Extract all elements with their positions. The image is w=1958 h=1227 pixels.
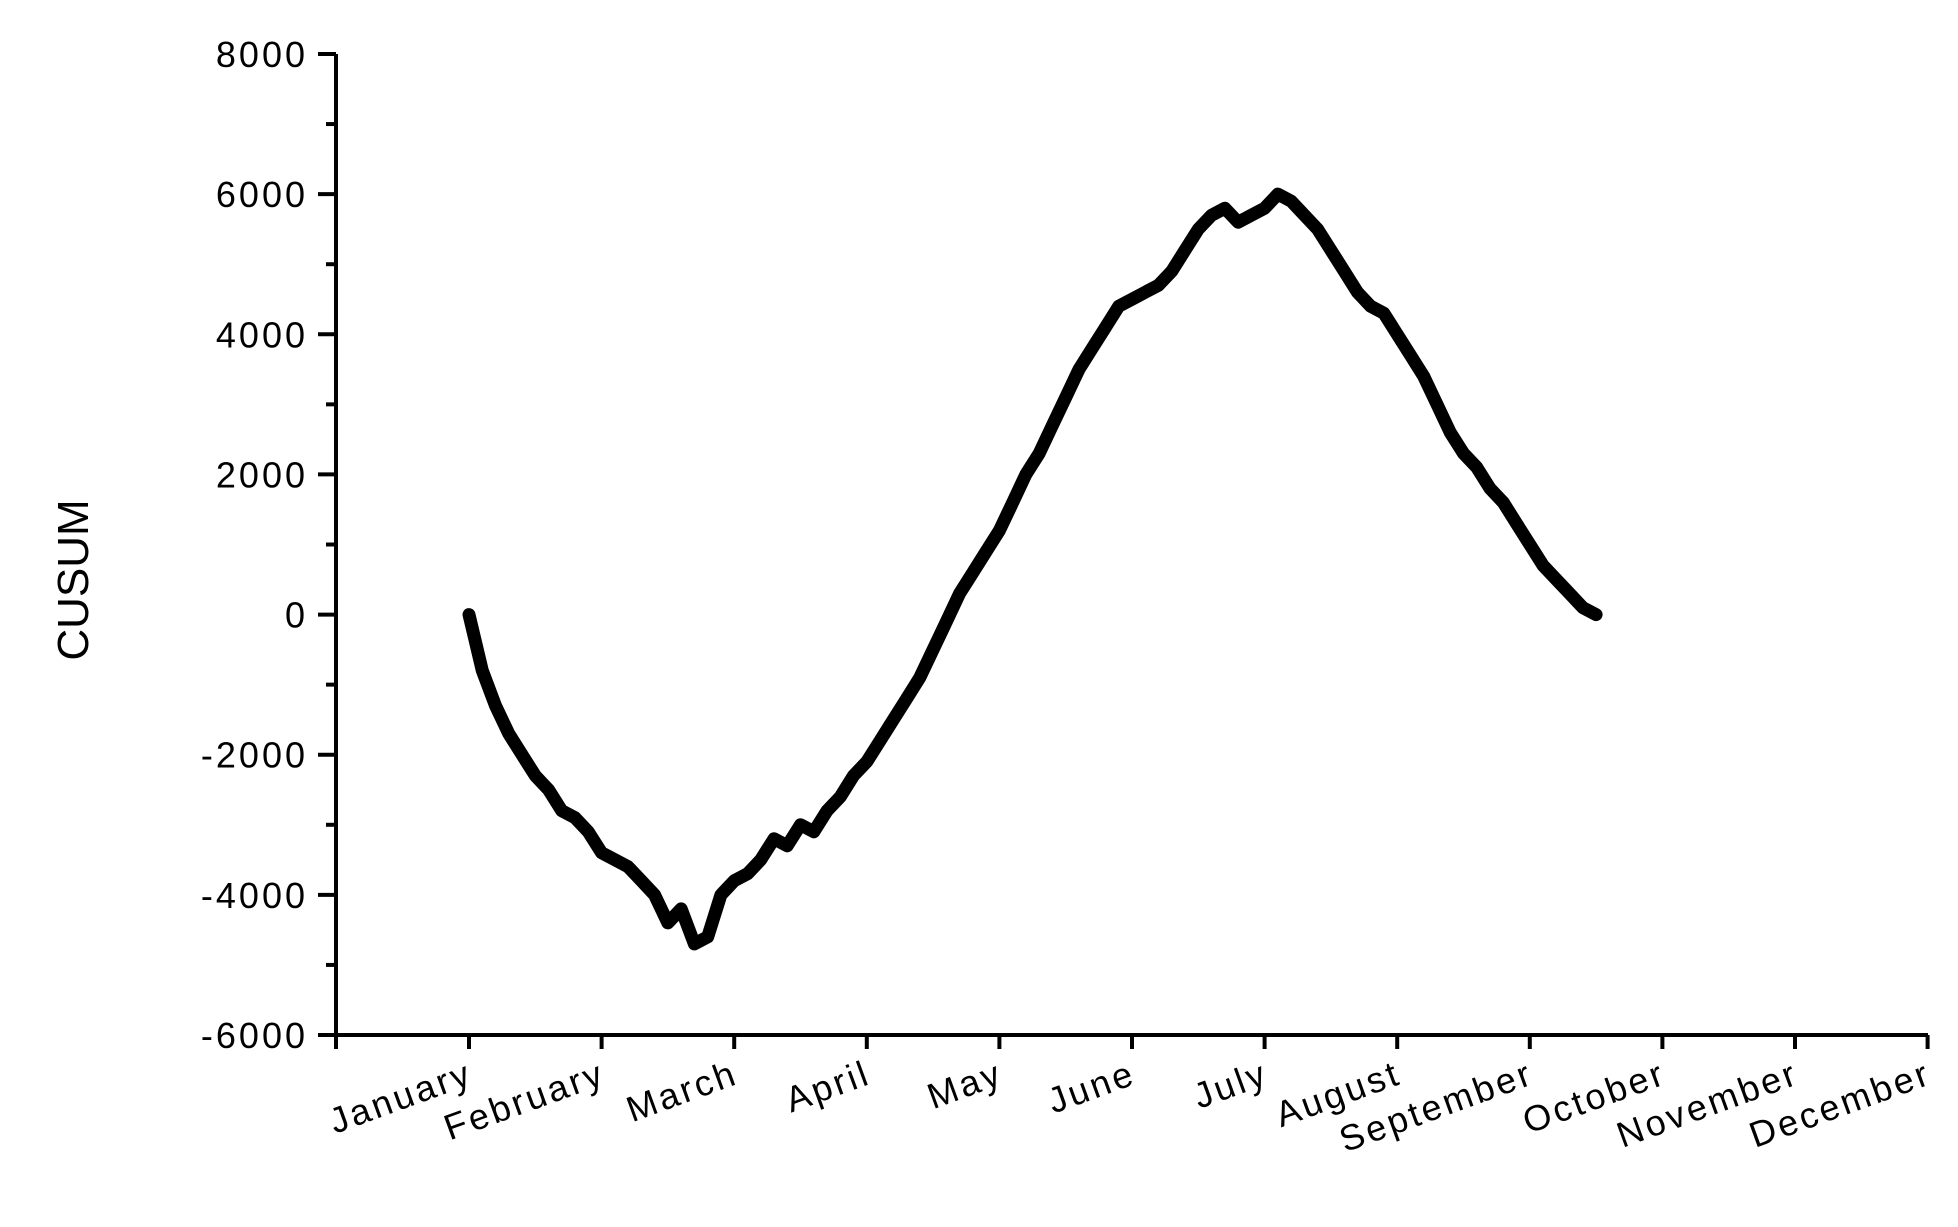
y-tick-label: 6000 (216, 174, 308, 215)
y-axis-title: CUSUM (49, 499, 98, 660)
y-axis: 8000 6000 4000 2000 0 -2000 -4000 -6000 (201, 34, 338, 1056)
y-tick-label: 8000 (216, 34, 308, 75)
y-tick-label: 4000 (216, 314, 308, 355)
y-tick-label: -2000 (201, 735, 308, 776)
x-tick-label-april: April (780, 1052, 876, 1120)
series (462, 187, 1603, 951)
x-tick-label-may: May (922, 1052, 1008, 1117)
x-tick-label-march: March (621, 1052, 743, 1130)
x-tick-label-june: June (1042, 1052, 1141, 1121)
y-tick-label: -6000 (201, 1015, 308, 1056)
y-tick-label: 0 (285, 595, 308, 636)
cusum-series-line (462, 187, 1603, 951)
y-tick-label: 2000 (216, 454, 308, 495)
x-tick-label-july: July (1188, 1052, 1273, 1117)
y-tick-label: -4000 (201, 875, 308, 916)
